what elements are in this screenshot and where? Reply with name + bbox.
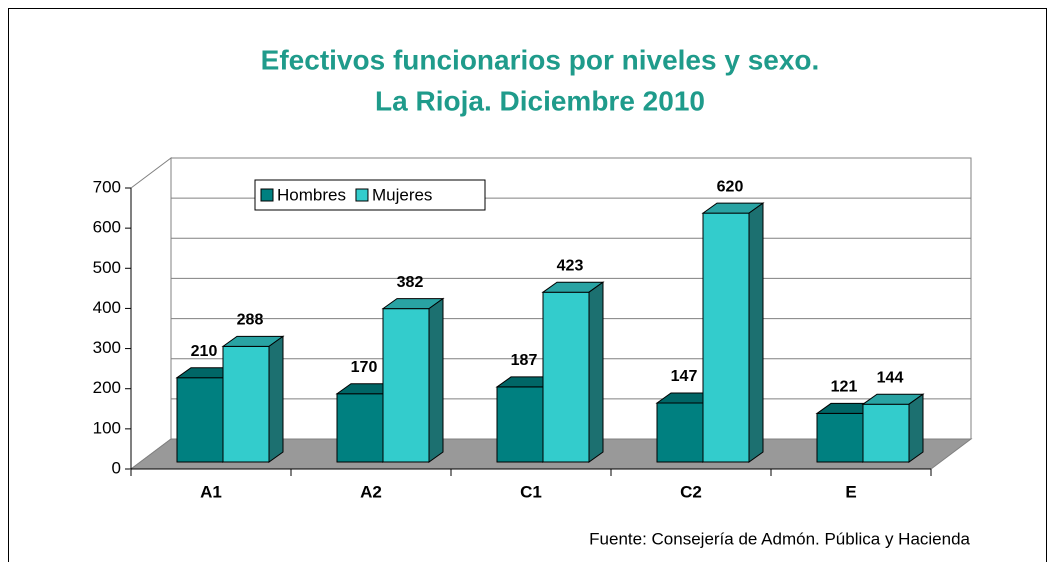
y-tick-label: 0 [112, 458, 121, 477]
data-label: 210 [191, 343, 218, 360]
x-tick-label: C2 [680, 482, 702, 501]
data-label: 121 [831, 379, 858, 396]
x-tick-label: E [845, 482, 856, 501]
bar-side [428, 297, 444, 463]
y-tick-label: 300 [93, 338, 121, 357]
data-label: 423 [557, 257, 584, 274]
y-tick-label: 700 [93, 177, 121, 196]
y-tick-label: 500 [93, 258, 121, 277]
bar [542, 291, 590, 463]
y-tick-label: 200 [93, 378, 121, 397]
data-label: 144 [877, 369, 904, 386]
bar-side [588, 281, 604, 463]
bar [816, 412, 864, 463]
y-tick-label: 600 [93, 218, 121, 237]
x-tick-label: A2 [360, 482, 382, 501]
bar [656, 402, 704, 463]
x-tick-label: A1 [200, 482, 222, 501]
bar [222, 345, 270, 463]
chart-subtitle: La Rioja. Diciembre 2010 [375, 85, 705, 116]
bar [176, 377, 224, 463]
data-label: 147 [671, 368, 698, 385]
legend-swatch [355, 188, 369, 202]
bar [702, 212, 750, 463]
bar [336, 393, 384, 463]
bar [862, 403, 910, 463]
data-label: 170 [351, 359, 378, 376]
data-label: 187 [511, 352, 538, 369]
legend-label: Mujeres [372, 185, 432, 204]
legend-box [254, 179, 486, 211]
y-tick-label: 100 [93, 418, 121, 437]
bar [382, 308, 430, 463]
x-tick-label: C1 [520, 482, 542, 501]
bar [496, 386, 544, 463]
side-wall [130, 157, 172, 470]
data-label: 382 [397, 274, 424, 291]
bar-side [748, 202, 764, 463]
data-label: 620 [717, 178, 744, 195]
y-tick-label: 400 [93, 298, 121, 317]
data-label: 288 [237, 312, 264, 329]
legend-swatch [260, 188, 274, 202]
bar-side [908, 393, 924, 463]
bar-side [268, 335, 284, 463]
chart-title: Efectivos funcionarios por niveles y sex… [261, 44, 820, 75]
legend-label: Hombres [277, 185, 346, 204]
source-note: Fuente: Consejería de Admón. Pública y H… [589, 529, 970, 548]
